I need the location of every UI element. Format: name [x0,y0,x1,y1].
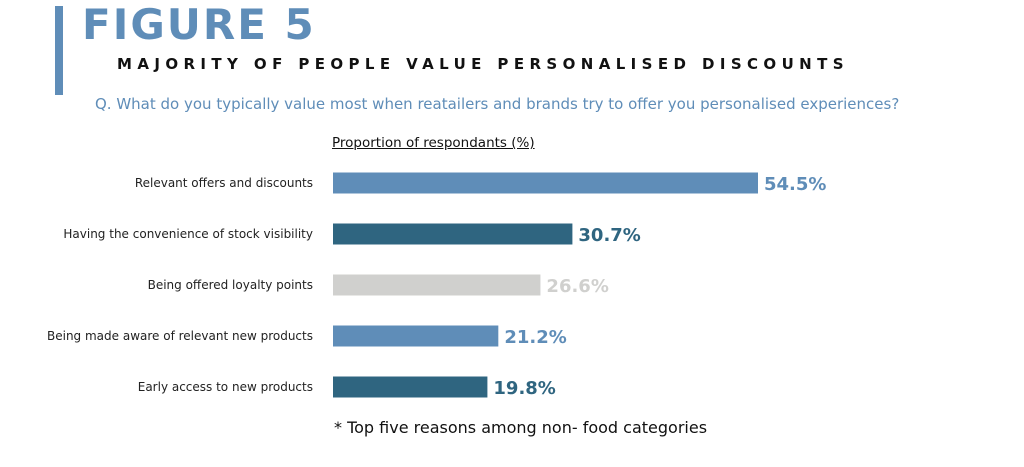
value-label-relevant-offers-and-discounts: 54.5% [764,174,826,195]
accent-bar [55,6,63,95]
figure-title: FIGURE 5 [82,0,316,49]
value-label-having-the-convenience-of-stock-visibility: 30.7% [578,225,640,246]
bar-being-offered-loyalty-points [333,274,541,296]
value-label-being-made-aware-of-relevant-new-products: 21.2% [504,327,566,348]
category-label-having-the-convenience-of-stock-visibility: Having the convenience of stock visibili… [63,227,313,241]
category-label-relevant-offers-and-discounts: Relevant offers and discounts [135,176,313,190]
bar-chart: Relevant offers and discounts 54.5% Having… [47,172,826,399]
value-label-being-offered-loyalty-points: 26.6% [546,276,608,297]
chart-subtitle: MAJORITY OF PEOPLE VALUE PERSONALISED DI… [117,55,849,73]
bar-having-the-convenience-of-stock-visibility [333,223,573,245]
bar-early-access-to-new-products [333,376,488,398]
category-label-early-access-to-new-products: Early access to new products [138,380,313,394]
bar-being-made-aware-of-relevant-new-products [333,325,499,347]
bar-relevant-offers-and-discounts [333,172,758,194]
category-label-being-offered-loyalty-points: Being offered loyalty points [148,278,313,292]
axis-label: Proportion of respondants (%) [332,135,535,151]
category-label-being-made-aware-of-relevant-new-products: Being made aware of relevant new product… [47,329,313,343]
footnote: * Top five reasons among non- food categ… [334,418,708,437]
value-label-early-access-to-new-products: 19.8% [493,378,555,399]
survey-question: Q. What do you typically value most when… [95,95,900,113]
